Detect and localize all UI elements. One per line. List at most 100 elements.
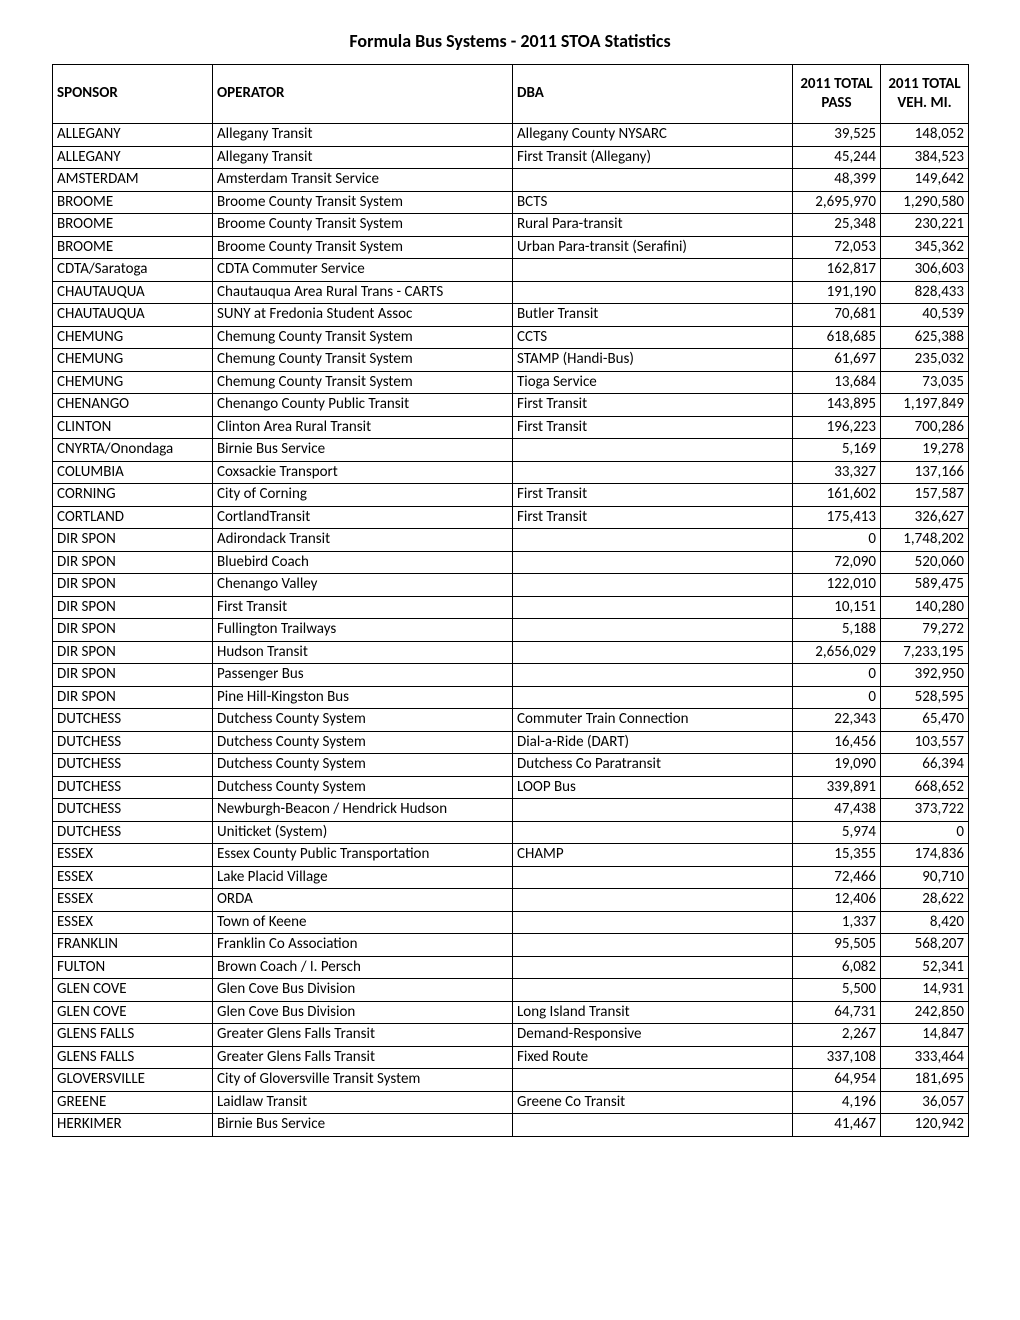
- cell-dba: [513, 664, 793, 687]
- table-row: GLENS FALLSGreater Glens Falls TransitDe…: [53, 1024, 969, 1047]
- cell-total-veh-mi: 373,722: [881, 799, 969, 822]
- cell-total-veh-mi: 103,557: [881, 731, 969, 754]
- cell-operator: Broome County Transit System: [213, 236, 513, 259]
- cell-total-veh-mi: 28,622: [881, 889, 969, 912]
- cell-dba: First Transit: [513, 506, 793, 529]
- table-row: CORNINGCity of CorningFirst Transit161,6…: [53, 484, 969, 507]
- cell-total-pass: 337,108: [793, 1046, 881, 1069]
- cell-sponsor: DUTCHESS: [53, 709, 213, 732]
- cell-operator: Uniticket (System): [213, 821, 513, 844]
- cell-total-pass: 143,895: [793, 394, 881, 417]
- cell-operator: Brown Coach / I. Persch: [213, 956, 513, 979]
- cell-operator: Adirondack Transit: [213, 529, 513, 552]
- cell-total-pass: 47,438: [793, 799, 881, 822]
- cell-dba: [513, 281, 793, 304]
- table-row: ESSEXORDA 12,40628,622: [53, 889, 969, 912]
- cell-total-veh-mi: 8,420: [881, 911, 969, 934]
- cell-operator: Newburgh-Beacon / Hendrick Hudson: [213, 799, 513, 822]
- table-row: ESSEXLake Placid Village72,46690,710: [53, 866, 969, 889]
- cell-operator: Allegany Transit: [213, 124, 513, 147]
- cell-dba: Dial-a-Ride (DART): [513, 731, 793, 754]
- cell-sponsor: BROOME: [53, 214, 213, 237]
- table-header-row: SPONSOR OPERATOR DBA 2011 TOTAL PASS 201…: [53, 65, 969, 124]
- cell-total-pass: 72,053: [793, 236, 881, 259]
- cell-sponsor: CNYRTA/Onondaga: [53, 439, 213, 462]
- cell-sponsor: DIR SPON: [53, 664, 213, 687]
- cell-dba: [513, 866, 793, 889]
- cell-total-veh-mi: 79,272: [881, 619, 969, 642]
- table-body: ALLEGANYAllegany TransitAllegany County …: [53, 124, 969, 1137]
- cell-operator: Laidlaw Transit: [213, 1091, 513, 1114]
- cell-operator: Broome County Transit System: [213, 214, 513, 237]
- cell-total-pass: 5,500: [793, 979, 881, 1002]
- table-row: CLINTONClinton Area Rural TransitFirst T…: [53, 416, 969, 439]
- col-header-total-pass: 2011 TOTAL PASS: [793, 65, 881, 124]
- cell-dba: [513, 911, 793, 934]
- cell-total-pass: 19,090: [793, 754, 881, 777]
- cell-total-pass: 16,456: [793, 731, 881, 754]
- col-header-total-veh-mi: 2011 TOTAL VEH. MI.: [881, 65, 969, 124]
- cell-total-pass: 22,343: [793, 709, 881, 732]
- cell-sponsor: GLENS FALLS: [53, 1024, 213, 1047]
- cell-total-pass: 2,267: [793, 1024, 881, 1047]
- cell-total-pass: 191,190: [793, 281, 881, 304]
- cell-sponsor: COLUMBIA: [53, 461, 213, 484]
- cell-dba: [513, 529, 793, 552]
- table-row: DIR SPONAdirondack Transit01,748,202: [53, 529, 969, 552]
- table-row: BROOMEBroome County Transit SystemUrban …: [53, 236, 969, 259]
- cell-operator: Dutchess County System: [213, 731, 513, 754]
- cell-operator: Fullington Trailways: [213, 619, 513, 642]
- cell-total-pass: 12,406: [793, 889, 881, 912]
- cell-sponsor: DUTCHESS: [53, 776, 213, 799]
- cell-total-veh-mi: 306,603: [881, 259, 969, 282]
- cell-sponsor: GLEN COVE: [53, 979, 213, 1002]
- table-row: DIR SPONPassenger Bus0392,950: [53, 664, 969, 687]
- cell-operator: Birnie Bus Service: [213, 1114, 513, 1137]
- cell-dba: Urban Para-transit (Serafini): [513, 236, 793, 259]
- cell-dba: [513, 169, 793, 192]
- cell-total-veh-mi: 120,942: [881, 1114, 969, 1137]
- cell-total-veh-mi: 230,221: [881, 214, 969, 237]
- cell-total-veh-mi: 1,748,202: [881, 529, 969, 552]
- table-row: COLUMBIACoxsackie Transport33,327137,166: [53, 461, 969, 484]
- table-row: GREENELaidlaw TransitGreene Co Transit4,…: [53, 1091, 969, 1114]
- cell-operator: ORDA: [213, 889, 513, 912]
- cell-total-veh-mi: 137,166: [881, 461, 969, 484]
- cell-total-veh-mi: 73,035: [881, 371, 969, 394]
- cell-sponsor: ESSEX: [53, 889, 213, 912]
- table-row: DIR SPONBluebird Coach72,090520,060: [53, 551, 969, 574]
- table-row: HERKIMERBirnie Bus Service41,467120,942: [53, 1114, 969, 1137]
- table-row: CHEMUNGChemung County Transit SystemTiog…: [53, 371, 969, 394]
- cell-dba: [513, 551, 793, 574]
- cell-sponsor: DUTCHESS: [53, 821, 213, 844]
- cell-total-veh-mi: 625,388: [881, 326, 969, 349]
- table-row: GLEN COVEGlen Cove Bus Division5,50014,9…: [53, 979, 969, 1002]
- cell-operator: Hudson Transit: [213, 641, 513, 664]
- table-row: CNYRTA/OnondagaBirnie Bus Service5,16919…: [53, 439, 969, 462]
- cell-sponsor: DIR SPON: [53, 619, 213, 642]
- cell-sponsor: FRANKLIN: [53, 934, 213, 957]
- cell-dba: [513, 1069, 793, 1092]
- table-row: DUTCHESSDutchess County SystemDutchess C…: [53, 754, 969, 777]
- cell-operator: First Transit: [213, 596, 513, 619]
- cell-total-pass: 5,169: [793, 439, 881, 462]
- table-row: DIR SPONPine Hill-Kingston Bus0528,595: [53, 686, 969, 709]
- cell-total-pass: 0: [793, 686, 881, 709]
- cell-sponsor: FULTON: [53, 956, 213, 979]
- cell-total-pass: 13,684: [793, 371, 881, 394]
- cell-dba: [513, 934, 793, 957]
- table-row: CHENANGOChenango County Public TransitFi…: [53, 394, 969, 417]
- cell-total-veh-mi: 7,233,195: [881, 641, 969, 664]
- cell-total-pass: 41,467: [793, 1114, 881, 1137]
- cell-total-pass: 64,731: [793, 1001, 881, 1024]
- cell-sponsor: CORNING: [53, 484, 213, 507]
- cell-total-veh-mi: 700,286: [881, 416, 969, 439]
- table-row: CDTA/SaratogaCDTA Commuter Service162,81…: [53, 259, 969, 282]
- cell-total-pass: 5,974: [793, 821, 881, 844]
- table-row: DUTCHESSNewburgh-Beacon / Hendrick Hudso…: [53, 799, 969, 822]
- table-row: BROOMEBroome County Transit SystemBCTS2,…: [53, 191, 969, 214]
- cell-dba: Commuter Train Connection: [513, 709, 793, 732]
- cell-total-pass: 48,399: [793, 169, 881, 192]
- cell-total-veh-mi: 66,394: [881, 754, 969, 777]
- table-row: ESSEXEssex County Public TransportationC…: [53, 844, 969, 867]
